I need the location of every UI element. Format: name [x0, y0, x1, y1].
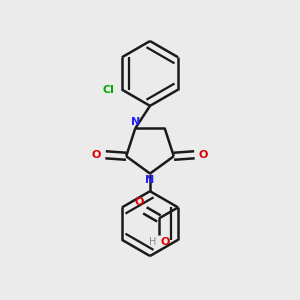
Text: Cl: Cl [103, 85, 115, 94]
Text: O: O [199, 150, 208, 160]
Text: O: O [134, 197, 143, 207]
Text: O: O [92, 150, 101, 160]
Text: N: N [131, 117, 140, 127]
Text: O: O [160, 237, 170, 247]
Text: N: N [146, 175, 154, 185]
Text: H: H [148, 237, 156, 247]
